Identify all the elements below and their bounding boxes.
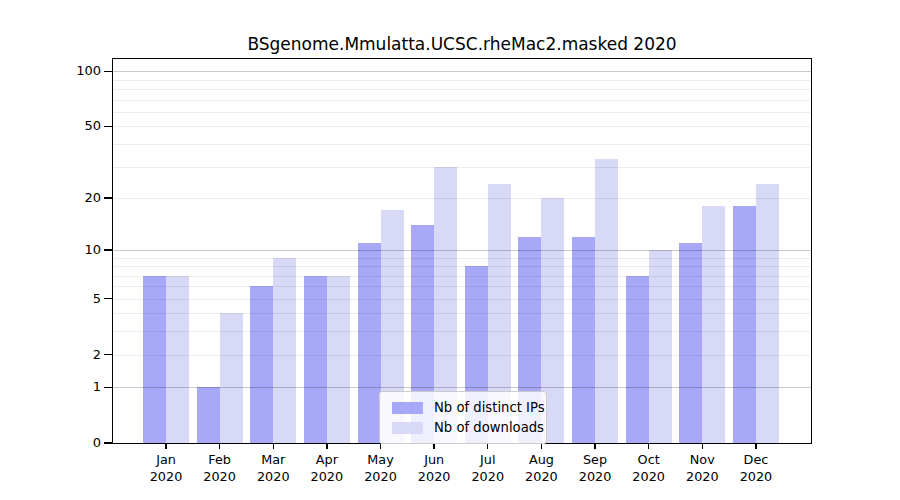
- legend-swatch-downloads: [392, 422, 423, 434]
- x-axis-tick-dec: [755, 443, 756, 449]
- y-axis-tick-label-100: 100: [57, 62, 101, 80]
- x-axis-tick-feb: [219, 443, 220, 449]
- plot-area: 0125102050100Jan2020Feb2020Mar2020Apr202…: [112, 58, 812, 444]
- bar-downloads-oct: [649, 250, 672, 443]
- legend-item-downloads: Nb of downloads: [392, 419, 546, 436]
- y-axis-tick-50: [104, 126, 112, 127]
- gridline-100: [113, 71, 811, 72]
- gridline-10: [113, 250, 811, 251]
- bar-ips-dec: [733, 206, 756, 443]
- bar-downloads-nov: [702, 206, 725, 443]
- gridline-20: [113, 198, 811, 199]
- gridline-80: [113, 89, 811, 90]
- gridline-3: [113, 331, 811, 332]
- bar-ips-may: [358, 243, 381, 443]
- bar-ips-feb: [197, 387, 220, 443]
- y-axis-tick-label-5: 5: [57, 290, 101, 308]
- gridline-7: [113, 276, 811, 277]
- y-axis-tick-label-50: 50: [57, 117, 101, 135]
- bar-downloads-jan: [166, 276, 189, 443]
- gridline-9: [113, 258, 811, 259]
- month-year: 2020: [724, 469, 788, 486]
- x-axis-tick-nov: [702, 443, 703, 449]
- gridline-1: [113, 387, 811, 388]
- gridline-30: [113, 167, 811, 168]
- bar-ips-apr: [304, 276, 327, 443]
- x-axis-tick-oct: [648, 443, 649, 449]
- y-axis-tick-label-2: 2: [57, 346, 101, 364]
- gridline-50: [113, 126, 811, 127]
- gridline-90: [113, 80, 811, 81]
- chart-title: BSgenome.Mmulatta.UCSC.rheMac2.masked 20…: [113, 34, 811, 54]
- x-axis-tick-sep: [594, 443, 595, 449]
- month-name: Dec: [724, 452, 788, 469]
- y-axis-tick-label-0: 0: [57, 434, 101, 452]
- bar-ips-sep: [572, 237, 595, 443]
- gridline-8: [113, 266, 811, 267]
- gridline-5: [113, 299, 811, 300]
- legend-label-distinct-ips: Nb of distinct IPs: [434, 400, 545, 415]
- gridline-4: [113, 313, 811, 314]
- legend-item-distinct-ips: Nb of distinct IPs: [392, 399, 546, 416]
- x-axis-tick-apr: [326, 443, 327, 449]
- y-axis-tick-100: [104, 71, 112, 72]
- x-axis-label-dec: Dec2020: [724, 452, 788, 486]
- gridline-60: [113, 112, 811, 113]
- legend: Nb of distinct IPs Nb of downloads: [379, 391, 547, 444]
- y-axis-tick-label-10: 10: [57, 241, 101, 259]
- bar-ips-nov: [679, 243, 702, 443]
- gridline-2: [113, 355, 811, 356]
- bar-downloads-feb: [220, 313, 243, 443]
- legend-swatch-distinct-ips: [392, 402, 423, 414]
- y-axis-tick-1: [104, 387, 112, 388]
- y-axis-tick-0: [104, 442, 112, 443]
- gridline-70: [113, 100, 811, 101]
- y-axis-tick-5: [104, 298, 112, 299]
- legend-label-downloads: Nb of downloads: [434, 420, 544, 435]
- gridline-40: [113, 144, 811, 145]
- bar-downloads-sep: [595, 159, 618, 443]
- bar-downloads-apr: [327, 276, 350, 443]
- bar-ips-jan: [143, 276, 166, 443]
- y-axis-tick-label-20: 20: [57, 189, 101, 207]
- x-axis-tick-jan: [165, 443, 166, 449]
- x-axis-tick-mar: [273, 443, 274, 449]
- gridline-6: [113, 286, 811, 287]
- y-axis-tick-10: [104, 249, 112, 250]
- y-axis-tick-label-1: 1: [57, 378, 101, 396]
- bar-ips-mar: [250, 286, 273, 443]
- y-axis-tick-2: [104, 354, 112, 355]
- bar-ips-oct: [626, 276, 649, 443]
- y-axis-tick-20: [104, 197, 112, 198]
- download-stats-chart: BSgenome.Mmulatta.UCSC.rheMac2.masked 20…: [0, 0, 900, 500]
